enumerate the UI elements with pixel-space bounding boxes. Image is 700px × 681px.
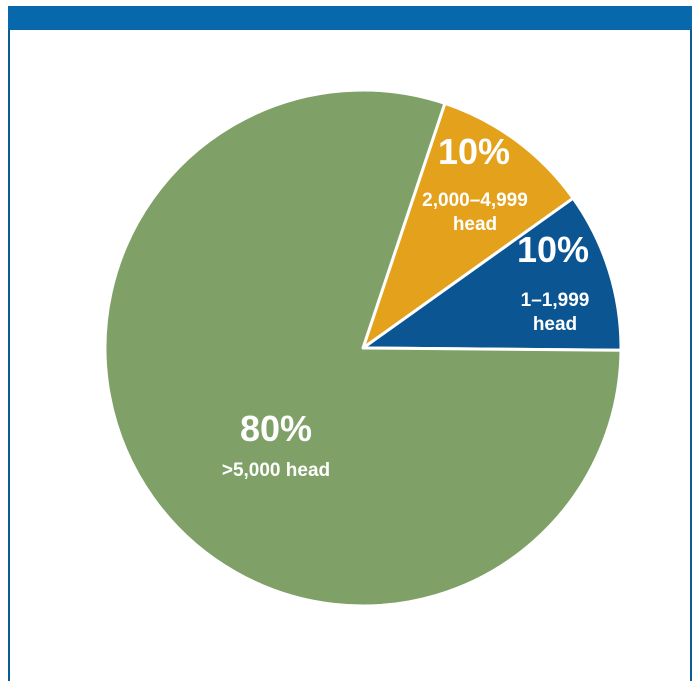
pie-slices xyxy=(103,88,623,608)
slice-percent-label-2: 10% xyxy=(438,131,510,172)
pie-slice-2 xyxy=(361,101,575,350)
pie-slice-3 xyxy=(103,88,623,608)
slice-category-label-1-line-2: head xyxy=(533,314,577,335)
slice-category-label-1-line-1: 1–1,999 xyxy=(521,290,590,311)
slice-percent-label-3: 80% xyxy=(240,408,312,449)
slice-category-label-2-line-1: 2,000–4,999 xyxy=(422,190,528,211)
pie-slice-1 xyxy=(361,196,623,352)
slice-percent-label-1: 10% xyxy=(517,229,589,270)
slice-category-label-2-line-2: head xyxy=(453,214,497,235)
pie-labels: 10% 1–1,999 head 10% 2,000–4,999 head 80% >5,00… xyxy=(222,131,589,481)
header-bar xyxy=(8,6,692,30)
slice-category-label-3-line-1: >5,000 head xyxy=(222,460,330,481)
